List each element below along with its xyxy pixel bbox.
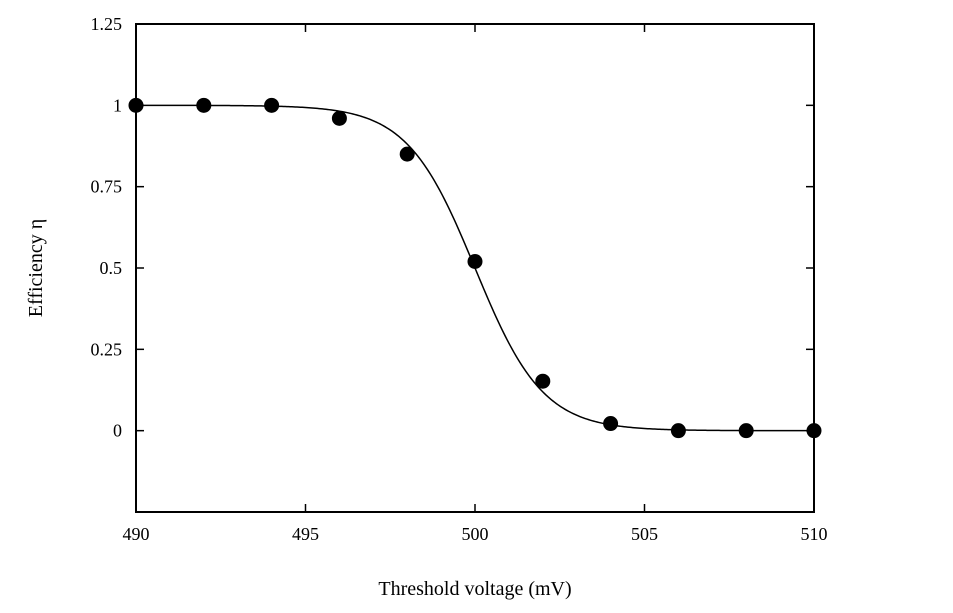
x-tick-label: 490 (123, 524, 150, 544)
y-tick-label: 0.75 (91, 177, 123, 197)
x-tick-label: 500 (462, 524, 489, 544)
x-tick-label: 510 (801, 524, 828, 544)
data-point (738, 423, 754, 439)
x-tick-label: 505 (631, 524, 658, 544)
y-tick-label: 0.5 (100, 258, 123, 278)
x-tick-label: 495 (292, 524, 319, 544)
y-axis-title: Efficiency η (25, 219, 47, 317)
data-points-layer (128, 97, 822, 439)
data-point (196, 97, 212, 113)
axes: 490 495 500 505 510 0 0.25 0.5 0.75 1 1.25 (91, 14, 828, 544)
data-point (806, 423, 822, 439)
data-point (467, 253, 483, 269)
y-tick-label: 0.25 (91, 339, 123, 359)
data-point (535, 373, 551, 389)
y-tick-label: 0 (113, 421, 122, 441)
y-tick-label: 1 (113, 95, 122, 115)
y-tick-label: 1.25 (91, 14, 123, 34)
data-point (128, 97, 144, 113)
data-point (670, 423, 686, 439)
data-point (264, 97, 280, 113)
data-point (331, 110, 347, 126)
x-axis-title: Threshold voltage (mV) (378, 578, 571, 600)
data-point (399, 146, 415, 162)
data-point (603, 416, 619, 432)
